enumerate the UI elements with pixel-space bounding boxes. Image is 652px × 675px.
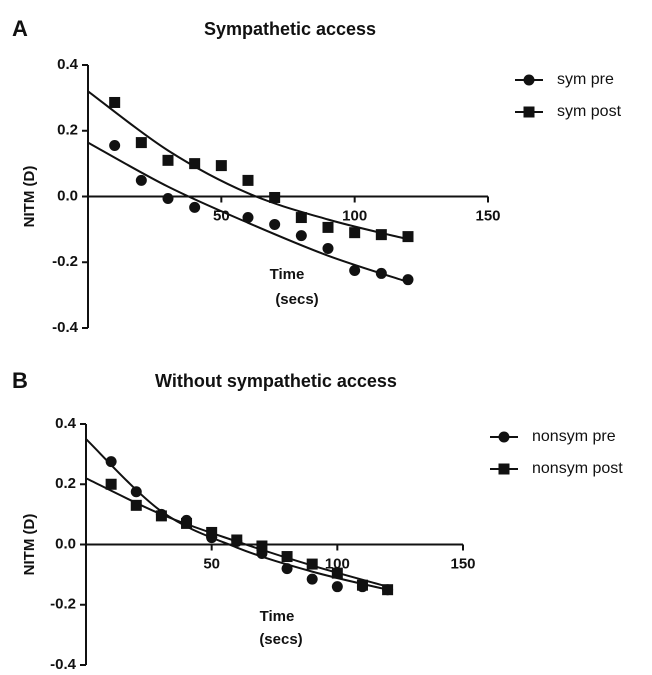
y-axis-label: NITM (D): [21, 166, 38, 228]
point: [135, 137, 147, 149]
point: [162, 192, 174, 204]
point: [189, 201, 201, 213]
point: [281, 551, 293, 563]
point: [109, 140, 121, 152]
x-axis-label: Time: [260, 608, 295, 625]
y-tick-label: 0.0: [57, 187, 78, 204]
point: [402, 231, 414, 243]
x-tick-label: 50: [213, 207, 230, 224]
legend-marker: [498, 463, 510, 475]
point: [295, 230, 307, 242]
point: [130, 486, 142, 498]
legend-marker: [523, 106, 535, 118]
point: [331, 567, 343, 579]
point: [231, 534, 243, 546]
point: [105, 456, 117, 468]
point: [331, 581, 343, 593]
y-tick-label: -0.2: [52, 253, 78, 270]
point: [382, 584, 394, 596]
point: [242, 212, 254, 224]
legend-marker: [523, 74, 535, 86]
point: [349, 264, 361, 276]
x-tick-label: 100: [325, 555, 350, 572]
fit-curve: [87, 90, 409, 241]
point: [322, 221, 334, 233]
point: [402, 274, 414, 286]
x-tick-label: 150: [475, 207, 500, 224]
point: [189, 158, 201, 170]
point: [206, 526, 218, 538]
chart-title: Sympathetic access: [204, 19, 376, 39]
x-axis-label: Time: [270, 266, 305, 283]
x-axis-label: (secs): [259, 631, 302, 648]
x-tick-label: 100: [342, 207, 367, 224]
point: [242, 174, 254, 186]
y-tick-label: 0.2: [57, 122, 78, 139]
point: [162, 154, 174, 166]
panel-label: A: [12, 16, 28, 41]
legend-label: sym post: [557, 103, 622, 120]
x-tick-label: 150: [450, 555, 475, 572]
point: [322, 242, 334, 254]
y-tick-label: 0.0: [55, 535, 76, 552]
point: [375, 229, 387, 241]
y-axis-label: NITM (D): [21, 514, 38, 576]
point: [181, 517, 193, 529]
legend-label: nonsym post: [532, 460, 623, 477]
point: [135, 174, 147, 186]
y-tick-label: -0.4: [52, 319, 79, 336]
y-tick-label: -0.4: [50, 656, 77, 673]
y-tick-label: -0.2: [50, 596, 76, 613]
x-axis-label: (secs): [275, 291, 318, 308]
point: [295, 212, 307, 224]
y-tick-label: 0.4: [55, 415, 77, 432]
point: [215, 160, 227, 172]
point: [109, 96, 121, 108]
point: [269, 191, 281, 203]
point: [356, 579, 368, 591]
legend-label: nonsym pre: [532, 428, 616, 445]
point: [155, 510, 167, 522]
chart-title: Without sympathetic access: [155, 371, 397, 391]
y-tick-label: 0.2: [55, 475, 76, 492]
point: [349, 227, 361, 239]
x-tick-label: 50: [203, 555, 220, 572]
point: [281, 563, 293, 575]
point: [269, 218, 281, 230]
point: [105, 478, 117, 490]
point: [306, 558, 318, 570]
legend-marker: [498, 431, 510, 443]
point: [130, 499, 142, 511]
y-tick-label: 0.4: [57, 56, 79, 73]
point: [375, 267, 387, 279]
point: [306, 573, 318, 585]
point: [256, 540, 268, 552]
panel-label: B: [12, 368, 28, 393]
legend-label: sym pre: [557, 71, 614, 88]
